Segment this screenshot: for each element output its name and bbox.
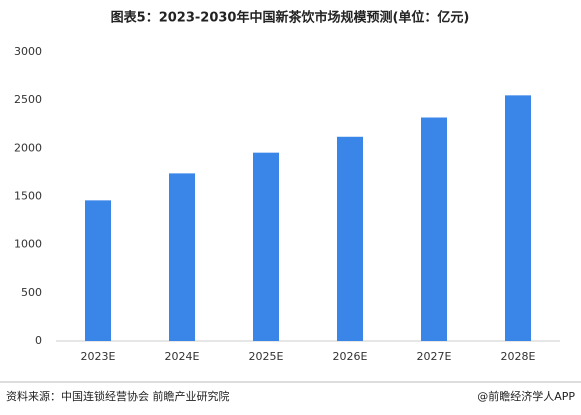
bar [337,136,363,341]
y-tick-label: 0 [35,334,42,347]
y-tick-label: 500 [21,286,42,299]
x-tick-label: 2025E [249,350,284,363]
bar [169,173,195,341]
bar [421,117,447,341]
y-tick-label: 2500 [14,93,42,106]
x-tick-label: 2027E [417,350,452,363]
x-tick-label: 2024E [165,350,200,363]
y-tick-label: 1000 [14,238,42,251]
x-tick-label: 2023E [81,350,116,363]
source-note: 资料来源：中国连锁经营协会 前瞻产业研究院 [6,389,230,403]
bar [85,200,111,341]
y-tick-label: 1500 [14,190,42,203]
x-tick-label: 2028E [501,350,536,363]
bar [505,95,531,341]
x-tick-label: 2026E [333,350,368,363]
credit: @前瞻经济学人APP [477,389,575,403]
y-tick-label: 2000 [14,141,42,154]
y-tick-label: 3000 [14,45,42,58]
chart-title: 图表5：2023-2030年中国新茶饮市场规模预测(单位：亿元) [111,10,470,26]
bar [253,152,279,341]
